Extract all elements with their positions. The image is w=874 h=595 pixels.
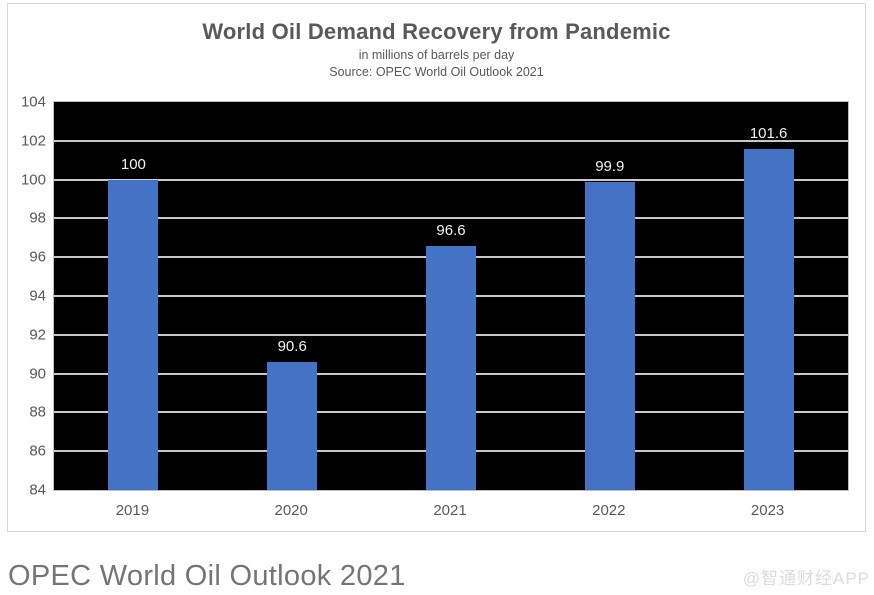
y-tick-label: 86 [29,442,46,460]
chart-subtitle: in millions of barrels per day [358,48,515,62]
x-tick-label: 2022 [592,502,626,519]
y-tick-label: 104 [20,93,46,111]
y-tick-label: 102 [20,132,46,150]
y-tick-label: 94 [29,287,46,305]
bar-2019 [108,179,159,490]
article-caption: OPEC World Oil Outlook 2021 [8,560,406,592]
y-axis: 84 86 88 90 92 94 96 98 100 102 104 [8,94,46,499]
y-tick-label: 92 [29,326,46,344]
data-label: 101.6 [749,124,788,142]
gridline [54,178,848,181]
chart-source-note: Source: OPEC World Oil Outlook 2021 [329,65,544,79]
gridline [54,139,848,142]
bar-2021 [426,245,476,490]
x-tick-label: 2021 [433,502,467,519]
y-tick-label: 96 [29,248,46,266]
bar-2020 [267,361,318,490]
y-tick-label: 98 [29,209,46,227]
x-axis: 2019 2020 2021 2022 2023 [53,502,849,522]
gridline [54,217,848,220]
bar-2022 [584,181,635,490]
data-label: 100 [120,155,146,173]
data-label: 90.6 [277,337,307,355]
y-tick-label: 100 [20,171,46,189]
bar-2023 [743,148,794,490]
watermark: @智通财经APP [742,569,870,588]
plot-area: 100 90.6 96.6 99.9 101.6 [53,101,849,491]
x-tick-label: 2023 [750,502,785,519]
data-label: 96.6 [436,221,466,239]
y-tick-label: 84 [29,481,46,499]
data-label: 99.9 [595,157,625,175]
chart-title: World Oil Demand Recovery from Pandemic [202,19,671,44]
y-tick-label: 88 [29,403,46,421]
y-tick-label: 90 [29,365,46,383]
x-tick-label: 2019 [115,502,150,519]
x-tick-label: 2020 [274,502,308,519]
chart-card: World Oil Demand Recovery from Pandemic … [7,3,866,532]
